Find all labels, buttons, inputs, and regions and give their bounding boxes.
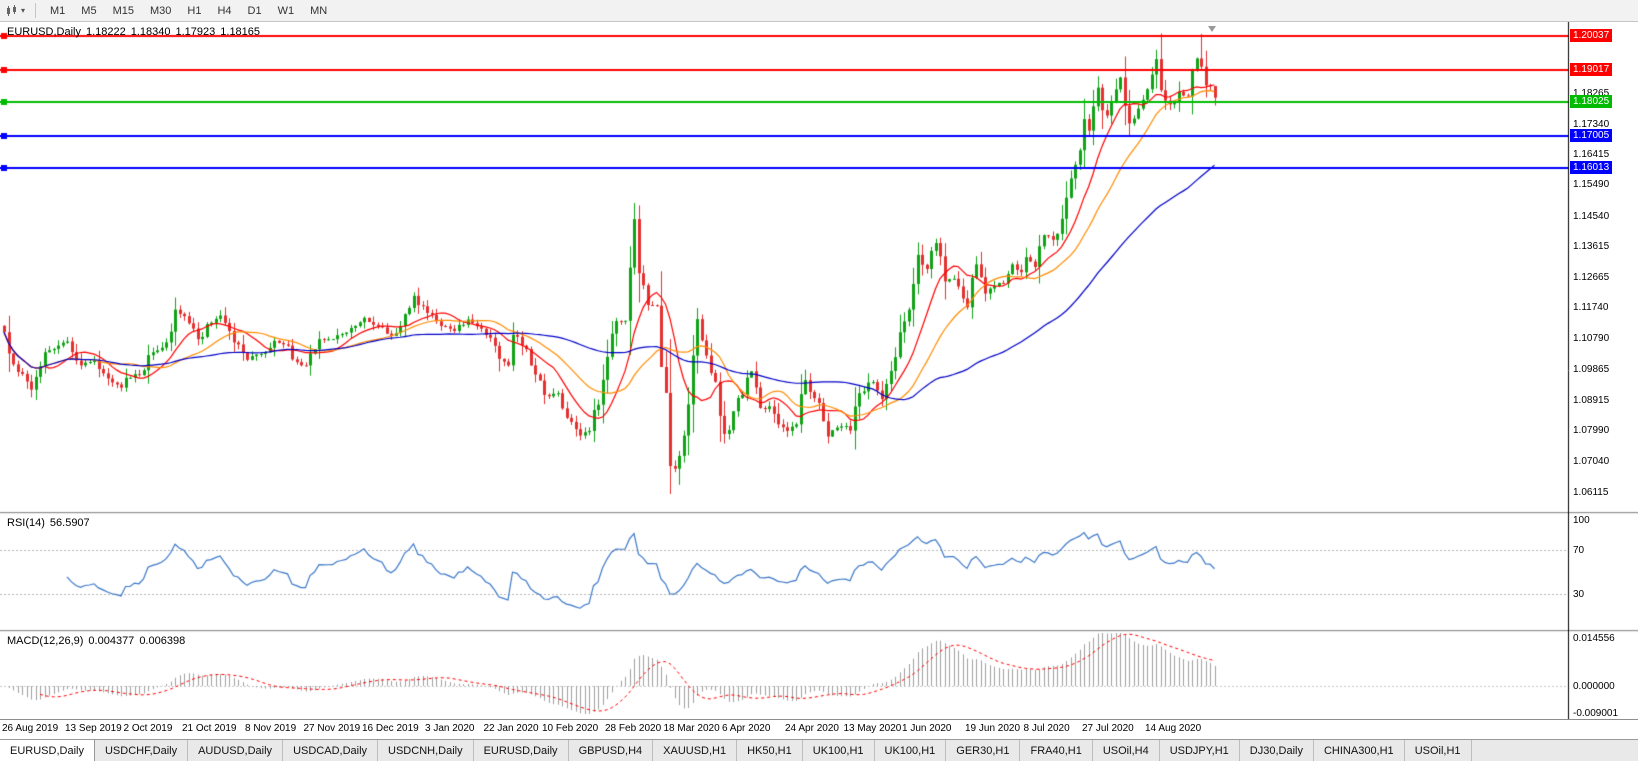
date-axis-label: 27 Nov 2019: [303, 723, 361, 734]
chart-tab[interactable]: USOil,H1: [1404, 740, 1472, 761]
chart-tab[interactable]: GER30,H1: [946, 740, 1021, 761]
chart-type-dropdown-icon[interactable]: ▾: [21, 5, 26, 15]
chart-tab[interactable]: XAUUSD,H1: [653, 740, 738, 761]
chart-area: EURUSD,Daily 1.18222 1.18340 1.17923 1.18165…: [0, 22, 1638, 739]
period-button-h1[interactable]: H1: [180, 3, 208, 19]
period-button-h4[interactable]: H4: [210, 3, 238, 19]
chart-tab[interactable]: EURUSD,Daily: [473, 740, 569, 761]
chart-tab[interactable]: USDCAD,Daily: [283, 740, 379, 761]
date-axis-label: 13 May 2020: [843, 723, 902, 734]
chart-tab[interactable]: USDCHF,Daily: [94, 740, 189, 761]
date-axis-label: 21 Oct 2019: [182, 723, 237, 734]
period-button-m5[interactable]: M5: [74, 3, 103, 19]
chart-tab[interactable]: UK100,H1: [802, 740, 875, 761]
chart-tab[interactable]: FRA40,H1: [1020, 740, 1093, 761]
chart-tab[interactable]: HK50,H1: [737, 740, 803, 761]
date-axis-label: 26 Aug 2019: [2, 723, 59, 734]
candlestick-icon: [7, 4, 16, 16]
date-axis-label: 14 Aug 2020: [1145, 723, 1202, 734]
chart-tab[interactable]: EURUSD,Daily: [0, 740, 95, 761]
toolbar: ▾ M1 M5 M15 M30 H1 H4 D1 W1 MN: [0, 0, 1638, 22]
toolbar-separator: [35, 3, 37, 18]
chart-tab-bar: EURUSD,Daily USDCHF,Daily AUDUSD,Daily USDC…: [0, 739, 1638, 761]
chart-tab[interactable]: CHINA300,H1: [1313, 740, 1405, 761]
chart-type-icon[interactable]: [5, 4, 19, 17]
period-button-d1[interactable]: D1: [241, 3, 269, 19]
period-button-m15[interactable]: M15: [106, 3, 141, 19]
date-axis-label: 8 Jul 2020: [1023, 723, 1070, 734]
period-button-mn[interactable]: MN: [303, 3, 334, 19]
date-axis-label: 16 Dec 2019: [362, 723, 419, 734]
period-button-m1[interactable]: M1: [43, 3, 72, 19]
period-button-w1[interactable]: W1: [271, 3, 302, 19]
date-axis-label: 13 Sep 2019: [65, 723, 122, 734]
chart-tab[interactable]: USOil,H4: [1092, 740, 1160, 761]
date-axis-label: 22 Jan 2020: [483, 723, 539, 734]
chart-tab[interactable]: DJ30,Daily: [1239, 740, 1314, 761]
date-axis-label: 1 Jun 2020: [902, 723, 952, 734]
date-axis-label: 10 Feb 2020: [542, 723, 599, 734]
date-axis[interactable]: 26 Aug 2019 13 Sep 2019 2 Oct 2019 21 Oct 2…: [0, 719, 1638, 739]
chart-tab[interactable]: GBPUSD,H4: [568, 740, 654, 761]
date-axis-label: 18 Mar 2020: [663, 723, 720, 734]
date-axis-label: 3 Jan 2020: [425, 723, 475, 734]
date-axis-label: 6 Apr 2020: [722, 723, 771, 734]
date-axis-label: 24 Apr 2020: [785, 723, 839, 734]
chart-tab[interactable]: USDJPY,H1: [1159, 740, 1240, 761]
date-axis-label: 28 Feb 2020: [605, 723, 662, 734]
date-axis-label: 2 Oct 2019: [123, 723, 173, 734]
chart-tab[interactable]: UK100,H1: [874, 740, 947, 761]
chart-tab[interactable]: AUDUSD,Daily: [188, 740, 284, 761]
chart-tab[interactable]: USDCNH,Daily: [378, 740, 474, 761]
date-axis-label: 19 Jun 2020: [965, 723, 1021, 734]
date-axis-label: 8 Nov 2019: [245, 723, 297, 734]
timeframe-buttons: M1 M5 M15 M30 H1 H4 D1 W1 MN: [42, 3, 335, 19]
date-axis-label: 27 Jul 2020: [1082, 723, 1134, 734]
price-chart-canvas[interactable]: [0, 22, 1638, 719]
period-button-m30[interactable]: M30: [143, 3, 178, 19]
